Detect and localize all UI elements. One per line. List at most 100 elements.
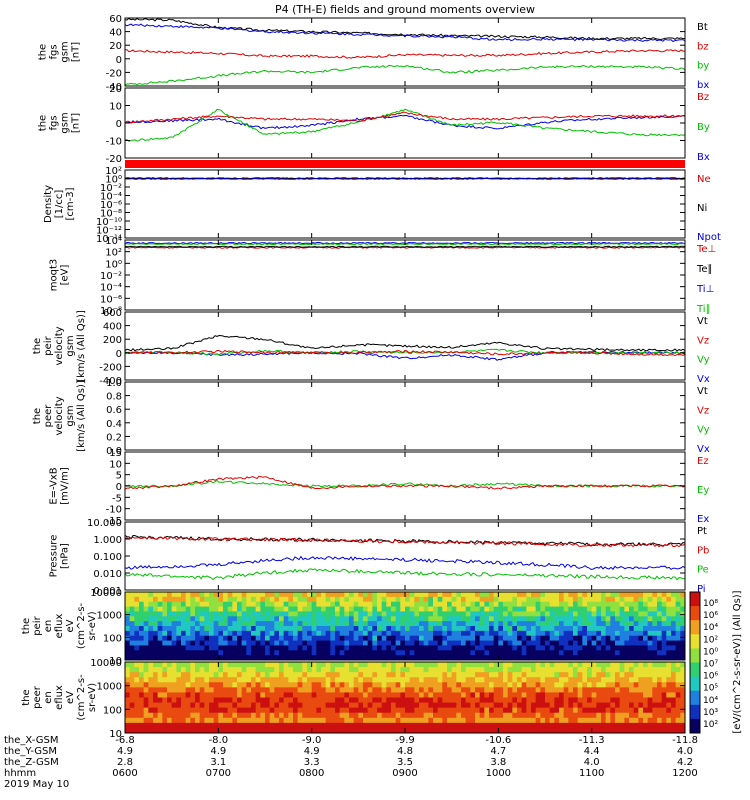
ylabel-line: peer <box>43 404 54 428</box>
ytick-label: 10⁻¹² <box>96 226 122 237</box>
series-Npot <box>124 177 686 180</box>
colorbar-tick: 10³ <box>703 708 718 718</box>
legend-Vt: Vt <box>697 316 708 327</box>
ylabel-line: eV <box>65 691 76 704</box>
ytick-label: 1.0 <box>106 378 122 389</box>
ylabel-line: eV <box>65 619 76 632</box>
ytick-label: -20 <box>106 154 122 165</box>
ytick-label: 0.4 <box>106 419 122 430</box>
colorbar-swatch <box>690 718 700 734</box>
ytick-label: 0.6 <box>106 405 122 416</box>
orbit-value: 2.8 <box>117 757 133 768</box>
ytick-label: 0 <box>116 349 122 360</box>
orbit-value: 4.9 <box>304 746 320 757</box>
legend-Ti⊥: Ti⊥ <box>696 284 714 295</box>
panel-6: 1.0 0.8 0.6 0.4 0.2 0.0 the peer velocity gsm [km/… <box>32 378 710 457</box>
ytick-label: 200 <box>103 335 122 346</box>
colorbar-swatch <box>690 662 700 678</box>
orbit-value: 3.3 <box>304 757 320 768</box>
colorbar-tick: 10² <box>703 720 718 730</box>
colorbar-swatch <box>690 676 700 692</box>
legend-Ni: Ni <box>697 203 707 214</box>
series-Bx <box>124 114 686 130</box>
orbit-value: 4.8 <box>397 746 413 757</box>
ylabel-line: velocity <box>54 326 65 365</box>
legend-Te⊥: Te⊥ <box>696 244 716 255</box>
ylabel-line: [km/s (All Qs)] <box>76 380 87 452</box>
ylabel-line: peir <box>43 335 54 355</box>
panel-1: 60 40 20 0 -20 -40 the fgs gsm [nT] Bt bz by bx <box>38 14 710 93</box>
ytick-label: 10⁻¹⁴ <box>96 234 122 245</box>
legend-Bt: Bt <box>697 22 708 33</box>
ytick-label: 10⁻² <box>100 271 122 282</box>
ylabel-line: the <box>32 408 43 424</box>
colorbar-tick: 10² <box>703 635 718 645</box>
legend-Ne: Ne <box>697 174 711 185</box>
ytick-label: 40 <box>109 28 122 39</box>
panel-5: 600 400 200 0 -200 -400 the peir velocity gsm [km/… <box>32 308 710 387</box>
series-bz <box>125 49 686 59</box>
ylabel-line: the <box>38 115 49 131</box>
legend-Vz: Vz <box>697 405 709 416</box>
ytick-label: 0.010 <box>93 569 122 580</box>
panel-frame <box>124 381 686 451</box>
orbit-value: -11.8 <box>672 735 698 746</box>
series-by <box>124 64 686 86</box>
ytick-label: 10⁴ <box>105 236 122 247</box>
series-Bz <box>124 111 686 124</box>
ytick-label: 100 <box>103 633 122 644</box>
ylabel-line: fgs <box>49 44 60 59</box>
ytick-label: 10² <box>105 166 122 177</box>
ylabel-line: moqt3 <box>49 259 60 292</box>
colorbar-tick: 10⁴ <box>703 623 718 633</box>
orbit-value: 4.0 <box>677 746 693 757</box>
ylabel-line: the <box>21 689 32 705</box>
legend-Vt: Vt <box>697 386 708 397</box>
ytick-label: -5 <box>112 493 122 504</box>
ytick-label: 60 <box>109 14 122 25</box>
ytick-label: 10⁰ <box>105 175 122 186</box>
orbit-value: 4.0 <box>584 757 600 768</box>
ytick-label: 10⁻⁸ <box>100 306 122 317</box>
legend-bz: bz <box>697 41 709 52</box>
orbit-value: 4.9 <box>210 746 226 757</box>
ylabel-line: gsm <box>60 112 71 133</box>
colorbar-swatch <box>690 606 700 621</box>
ytick-label: 15 <box>109 448 122 459</box>
series-Te∥ <box>124 245 686 248</box>
orbit-value: 4.9 <box>117 746 133 757</box>
ylabel-line: Pressure <box>49 535 60 578</box>
ytick-label: 10⁰ <box>105 259 122 270</box>
ytick-label: 1.000 <box>93 535 122 546</box>
ylabel-line: the <box>21 618 32 634</box>
ylabel-line: Density <box>43 185 54 223</box>
ylabel-line: gsm <box>65 335 76 356</box>
ytick-label: 10⁻² <box>100 183 122 194</box>
series-Pb <box>124 535 686 548</box>
panel-frame <box>124 521 686 591</box>
orbit-value: 0700 <box>206 768 231 779</box>
legend-Bz: Bz <box>697 92 709 103</box>
ytick-label: 10 <box>109 656 122 667</box>
panel-frame <box>124 311 686 381</box>
orbit-value: 4.4 <box>584 746 600 757</box>
ytick-label: 20 <box>109 84 122 95</box>
colorbar-tick: 10⁶ <box>703 611 718 621</box>
ytick-label: 20 <box>109 41 122 52</box>
ytick-label: 400 <box>103 322 122 333</box>
ylabel-line: E=-VxB <box>49 467 60 504</box>
ylabel-line: eflux <box>54 614 65 639</box>
series-Vt <box>124 334 686 352</box>
ylabel-line: (cm^2-s- <box>76 602 87 649</box>
ytick-label: 0 <box>116 55 122 66</box>
ylabel-line: [1/cc] <box>54 190 65 219</box>
ytick-label: 5 <box>116 471 122 482</box>
ytick-label: 10⁻⁴ <box>100 283 122 294</box>
ytick-label: 1000 <box>97 611 122 622</box>
series-Ni <box>124 177 686 180</box>
legend-By: By <box>697 122 710 133</box>
orbit-value: -9.0 <box>302 735 322 746</box>
legend-Vy: Vy <box>697 425 710 436</box>
